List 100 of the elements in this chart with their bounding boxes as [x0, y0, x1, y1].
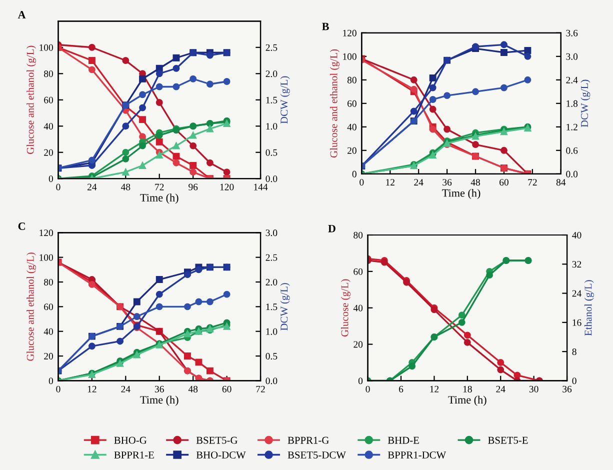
legend-label: BSET5-DCW	[288, 452, 346, 459]
y2-tick-label: 2.0	[266, 278, 278, 286]
y-tick-label: 60	[44, 304, 54, 310]
y-tick-label: 120	[343, 30, 356, 36]
y-tick-label: 40	[353, 304, 363, 312]
x-tick-label: 12	[430, 386, 439, 392]
y2-tick-label: 32	[572, 261, 582, 268]
y-tick-label: 100	[343, 53, 356, 60]
y2-tick-label: 0.0	[566, 170, 578, 178]
y-tick-label: 80	[44, 70, 54, 78]
y-tick-label: 60	[348, 100, 356, 107]
y-tick-label: 40	[44, 123, 54, 130]
y2-tick-label: 1.2	[566, 124, 578, 130]
x-tick-label: 120	[220, 184, 234, 190]
x-tick-label: 36	[442, 179, 452, 186]
y2-tick-label: 2.5	[266, 44, 278, 51]
x-tick-label: 144	[254, 184, 268, 190]
x-tick-label: 48	[470, 179, 480, 186]
y2-tick-label: 1.0	[266, 123, 278, 130]
x-tick-label: 60	[500, 179, 508, 186]
x-tick-label: 24	[88, 184, 97, 190]
x-tick-label: 36	[562, 386, 572, 392]
legend-label: BPPR1-G	[288, 436, 329, 444]
x-tick-label: 24	[414, 179, 424, 186]
legend-label: BHO-G	[114, 436, 147, 444]
y2-tick-label: 8	[572, 348, 576, 356]
y2-tick-label: 1.0	[266, 328, 278, 335]
y2-tick-label: 0.5	[266, 149, 278, 156]
x-tick-label: 36	[154, 386, 164, 392]
x-axis-title: Time (h)	[448, 396, 486, 406]
y2-tick-label: 24	[572, 290, 582, 297]
x-tick-label: 60	[222, 386, 232, 392]
x-tick-label: 0	[366, 386, 370, 392]
chart-title: C	[18, 222, 25, 230]
x-axis-title: Time (h)	[140, 396, 178, 406]
y2-tick-label: 16	[572, 319, 582, 326]
x-tick-label: 24	[496, 386, 506, 392]
x-tick-label: 0	[56, 184, 60, 190]
y-tick-label: 0	[358, 378, 363, 384]
y-tick-label: 20	[354, 341, 363, 348]
y2-tick-label: 3.0	[266, 230, 278, 236]
chart-title: A	[18, 11, 26, 18]
y2-tick-label: 1.8	[566, 100, 578, 107]
legend-label: BPPR1-E	[114, 452, 154, 458]
y2-axis-title: DCW (g/L)	[580, 80, 590, 128]
y-tick-label: 80	[347, 76, 356, 84]
x-tick-label: 18	[463, 386, 472, 392]
y2-tick-label: 1.5	[266, 304, 278, 310]
y-tick-label: 120	[40, 230, 54, 236]
legend-label: BSET5-E	[488, 436, 528, 444]
y-tick-label: 20	[44, 149, 54, 156]
x-tick-label: 48	[188, 386, 198, 392]
legend-label: BSET5-G	[196, 436, 238, 444]
y2-tick-label: 0.0	[266, 176, 278, 182]
y2-tick-label: 0.6	[566, 147, 578, 154]
y-tick-label: 0	[48, 378, 54, 384]
y-tick-label: 20	[348, 147, 356, 154]
y2-axis-title: DCW (g/L)	[280, 283, 290, 330]
y2-tick-label: 40	[572, 232, 582, 238]
y-axis-title: Glucose and ethanol (g/L)	[26, 46, 36, 154]
y-tick-label: 100	[40, 44, 54, 51]
y2-tick-label: 0.5	[266, 352, 278, 360]
y-tick-label: 100	[40, 254, 54, 261]
y-tick-label: 40	[347, 124, 356, 130]
y-tick-label: 60	[354, 268, 363, 275]
y2-tick-label: 0.0	[266, 378, 278, 384]
x-tick-label: 72	[256, 386, 265, 392]
y-axis-title: Glucose (g/L)	[340, 279, 350, 336]
x-tick-label: 96	[188, 184, 198, 190]
y-tick-label: 80	[354, 232, 363, 238]
x-tick-label: 6	[398, 386, 404, 392]
y-tick-label: 80	[44, 278, 54, 286]
y-tick-label: 20	[44, 352, 54, 360]
y2-tick-label: 2.0	[266, 70, 278, 78]
x-tick-label: 30	[529, 386, 538, 392]
x-tick-label: 12	[386, 179, 394, 186]
legend-label: BHO-DCW	[196, 452, 246, 459]
chart-title: B	[322, 22, 329, 30]
y2-axis-title: DCW (g/L)	[280, 76, 290, 124]
y-axis-title: Glucose and ethanol (g/L)	[26, 252, 36, 361]
x-tick-label: 12	[88, 386, 96, 392]
y2-tick-label: 3.0	[566, 53, 578, 60]
legend-label: BHD-E	[388, 436, 419, 444]
y2-tick-label: 2.5	[266, 254, 278, 261]
x-tick-label: 48	[120, 184, 130, 190]
y-tick-label: 0	[352, 170, 356, 178]
y2-tick-label: 3.6	[566, 30, 578, 36]
x-tick-label: 0	[56, 386, 60, 392]
y2-tick-label: 1.5	[266, 96, 278, 104]
x-axis-title: Time (h)	[140, 194, 178, 204]
x-tick-label: 84	[556, 179, 566, 186]
y2-tick-label: 2.4	[566, 76, 578, 84]
y-tick-label: 60	[44, 96, 54, 104]
x-tick-label: 24	[121, 386, 130, 392]
y2-axis-title: Ethanol (g/L)	[584, 280, 594, 336]
x-axis-title: Time (h)	[442, 188, 480, 200]
legend-label: BPPR1-DCW	[388, 452, 446, 459]
x-tick-label: 72	[155, 184, 164, 190]
y-tick-label: 40	[44, 328, 54, 335]
x-tick-label: 72	[528, 179, 537, 186]
